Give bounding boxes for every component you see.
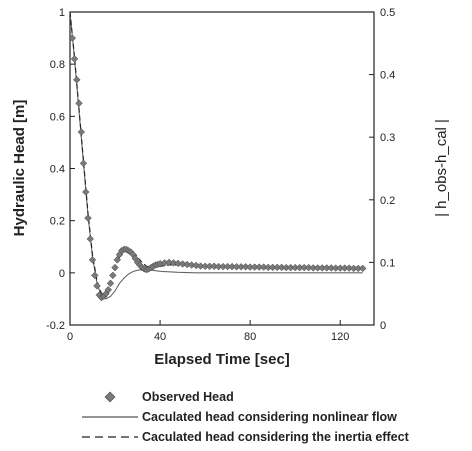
y2-tick-label: 0 — [380, 320, 386, 332]
y-axis-title: Hydraulic Head [m] — [11, 100, 28, 237]
series-line-1 — [70, 12, 363, 300]
legend-item-nonlinear: Caculated head considering nonlinear flo… — [82, 407, 472, 427]
observed-point — [165, 258, 173, 267]
y-tick-label: -0.2 — [46, 320, 65, 332]
y-tick-label: 0.2 — [50, 216, 65, 228]
legend-item-inertia: Caculated head considering the inertia e… — [82, 427, 472, 447]
observed-point — [104, 286, 113, 294]
y2-tick-label: 0.3 — [380, 132, 395, 144]
x-tick-label: 120 — [331, 331, 349, 343]
observed-point — [88, 256, 97, 264]
legend-label-inertia: Caculated head considering the inertia e… — [142, 430, 409, 444]
observed-point — [358, 264, 367, 273]
observed-point — [75, 99, 83, 108]
y2-tick-label: 0.1 — [380, 257, 395, 269]
observed-point — [93, 282, 101, 290]
legend-label-observed: Observed Head — [142, 390, 234, 404]
y-tick-label: 1 — [59, 7, 65, 19]
axes-ticks: 0 40 80 120-0.200.20.40.60.8100.10.20.30.40… — [46, 7, 395, 343]
plot-frame — [69, 11, 375, 326]
observed-point — [77, 128, 86, 136]
observed-point — [187, 261, 196, 269]
observed-point — [109, 271, 117, 280]
x-axis-title: Elapsed Time [sec] — [154, 351, 290, 368]
observed-point — [111, 263, 119, 272]
x-tick-label: 0 — [67, 331, 73, 343]
observed-point — [169, 259, 178, 267]
y2-tick-label: 0.5 — [380, 7, 395, 19]
y-tick-label: 0 — [59, 268, 65, 280]
observed-point — [84, 214, 92, 222]
diamond-marker-icon — [104, 391, 116, 403]
observed-point — [174, 259, 182, 268]
y-tick-label: 0.8 — [50, 59, 65, 71]
observed-point — [178, 260, 187, 268]
observed-point — [82, 188, 90, 196]
observed-point — [68, 34, 77, 42]
y2-axis-title: | h_obs-h_cal | — [433, 119, 450, 217]
observed-point — [192, 261, 200, 270]
y2-tick-label: 0.4 — [380, 70, 395, 82]
y-tick-label: 0.6 — [50, 111, 65, 123]
dashed-line-icon — [82, 436, 138, 438]
x-tick-label: 40 — [154, 331, 166, 343]
observed-point — [86, 235, 95, 243]
legend: Observed Head Caculated head considering… — [82, 387, 472, 447]
observed-point — [113, 256, 122, 264]
series-layer — [68, 12, 367, 302]
y2-tick-label: 0.2 — [380, 195, 395, 207]
observed-point — [91, 271, 99, 280]
chart-plot-svg: 0 40 80 120-0.200.20.40.60.8100.10.20.30.40… — [11, 7, 450, 368]
series-line-2 — [70, 12, 363, 295]
observed-point — [70, 55, 79, 63]
observed-point — [106, 279, 115, 288]
legend-label-nonlinear: Caculated head considering nonlinear flo… — [142, 410, 397, 424]
y-tick-label: 0.4 — [50, 164, 65, 176]
x-tick-label: 80 — [244, 331, 256, 343]
observed-point — [183, 260, 191, 269]
solid-line-icon — [82, 416, 138, 418]
observed-point — [79, 159, 88, 168]
legend-item-observed: Observed Head — [82, 387, 472, 407]
observed-point — [73, 76, 81, 84]
